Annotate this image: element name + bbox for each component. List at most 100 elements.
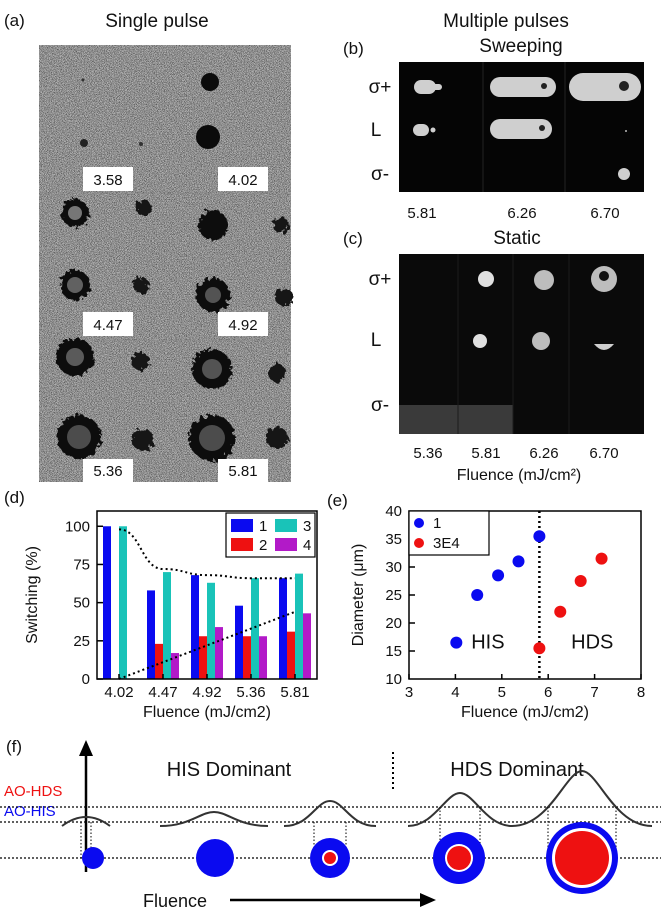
legend-label-2: 2 — [259, 537, 267, 554]
panel-c-row-linear: L — [371, 330, 382, 351]
x-tick-label: 4.47 — [148, 684, 177, 701]
panel-a-image — [39, 45, 293, 482]
panel-b-fluence-1: 5.81 — [407, 205, 436, 222]
point-series-3E4 — [533, 642, 546, 655]
x-tick-label: 6 — [544, 684, 552, 701]
bar-series-4 — [259, 636, 267, 679]
y-tick-label: 25 — [73, 633, 90, 650]
trend-line-2 — [118, 610, 296, 680]
panel-b-row-sigma-minus: σ- — [371, 164, 389, 185]
x-tick-label: 5.36 — [236, 684, 265, 701]
panel-e-label: (e) — [327, 491, 348, 510]
legend-box — [408, 510, 490, 556]
legend-swatch-3 — [275, 519, 297, 532]
y-tick-label: 100 — [65, 518, 90, 535]
panel-b-fluence-3: 6.70 — [590, 205, 619, 222]
bar-series-2 — [155, 643, 163, 679]
bar-series-4 — [303, 613, 311, 679]
bar-series-2 — [287, 631, 295, 679]
panel-e-chart: 10 15 20 25 30 35 40 3 4 5 6 7 8 Fluence (mJ/cm2) Diam… — [350, 503, 645, 721]
legend-label-3E4: 3E4 — [433, 535, 460, 552]
point-series-1 — [533, 530, 546, 543]
panel-c-fluence-2: 5.81 — [471, 445, 500, 462]
panel-c-fluence-1: 5.36 — [413, 445, 442, 462]
x-tick-label: 4 — [451, 684, 459, 701]
x-tick-label: 5.81 — [280, 684, 309, 701]
point-series-1 — [492, 569, 505, 582]
y-axis-title: Diameter (μm) — [350, 544, 367, 647]
legend-swatch-4 — [275, 538, 297, 551]
panel-b-image — [399, 62, 644, 192]
panel-a-fluence-3: 4.47 — [93, 317, 122, 334]
region-label-his: HIS — [471, 632, 504, 654]
bar-series-1 — [279, 578, 287, 679]
point-series-1 — [471, 589, 484, 601]
bar-series-1 — [191, 575, 199, 679]
x-tick-label: 5 — [498, 684, 506, 701]
legend-marker-1 — [414, 518, 424, 528]
bar-series-3 — [163, 572, 171, 679]
panel-b-row-sigma-plus: σ+ — [369, 77, 392, 98]
x-tick-label: 3 — [405, 684, 413, 701]
bar-series-2 — [199, 636, 207, 679]
y-tick-label: 25 — [385, 587, 402, 604]
panel-a-fluence-2: 4.02 — [228, 172, 257, 189]
bar-series-3 — [251, 578, 259, 679]
up-arrow-icon — [79, 740, 93, 756]
panel-d-label: (d) — [4, 488, 25, 507]
panel-b-label: (b) — [343, 39, 364, 58]
fluence-label: Fluence — [143, 891, 207, 911]
panel-f-schematic: (f) HIS Dominant HDS Dominant AO-HDS AO-… — [0, 737, 661, 911]
panel-d-chart: 0 25 50 75 100 4.02 4.47 4.92 5.36 5.81 Fluence (m… — [24, 510, 318, 721]
bar-series-1 — [147, 590, 155, 679]
x-tick-label: 7 — [590, 684, 598, 701]
bar-series-3 — [119, 526, 127, 679]
panel-a-fluence-5: 5.36 — [93, 463, 122, 480]
y-tick-label: 0 — [82, 671, 90, 688]
point-series-1 — [512, 555, 525, 568]
legend-swatch-1 — [231, 519, 253, 532]
y-tick-label: 75 — [73, 556, 90, 573]
legend-label-1: 1 — [259, 518, 267, 535]
panel-c-label: (c) — [343, 229, 363, 248]
legend-label-3: 3 — [303, 518, 311, 535]
bar-series-1 — [103, 526, 111, 679]
y-axis-title: Switching (%) — [24, 546, 41, 644]
panel-b-row-linear: L — [371, 120, 382, 141]
legend-marker-3E4 — [414, 538, 424, 548]
panel-c-fluence-4: 6.70 — [589, 445, 618, 462]
point-series-1 — [450, 636, 463, 649]
panel-b-fluence-2: 6.26 — [507, 205, 536, 222]
his-dominant-label: HIS Dominant — [167, 759, 292, 781]
x-tick-label: 4.02 — [104, 684, 133, 701]
x-tick-label: 8 — [637, 684, 645, 701]
y-tick-label: 50 — [73, 595, 90, 612]
bar-series-3 — [207, 582, 215, 679]
domain-his-small — [82, 847, 104, 869]
panel-c-x-title: Fluence (mJ/cm²) — [457, 467, 581, 484]
y-tick-label: 20 — [385, 615, 402, 632]
panel-a-fluence-1: 3.58 — [93, 172, 122, 189]
panel-a-fluence-4: 4.92 — [228, 317, 257, 334]
x-axis-title: Fluence (mJ/cm2) — [143, 704, 271, 721]
bar-series-3 — [295, 573, 303, 679]
legend-label-4: 4 — [303, 537, 311, 554]
right-arrow-icon — [420, 893, 436, 907]
point-series-3E4 — [574, 575, 587, 587]
ao-hds-label: AO-HDS — [4, 783, 62, 800]
multiple-pulses-title: Multiple pulses — [443, 11, 569, 32]
panel-c-title: Static — [493, 228, 541, 249]
y-tick-label: 35 — [385, 531, 402, 548]
panel-b-title: Sweeping — [479, 36, 562, 57]
x-tick-label: 4.92 — [192, 684, 221, 701]
panel-c-image — [399, 254, 644, 434]
panel-c-row-sigma-plus: σ+ — [369, 269, 392, 290]
panel-f-label: (f) — [6, 737, 22, 756]
legend-swatch-2 — [231, 538, 253, 551]
domain-his-medium — [196, 839, 234, 877]
bar-series-1 — [235, 605, 243, 679]
point-series-3E4 — [595, 552, 608, 565]
legend-label-1: 1 — [433, 515, 441, 532]
y-tick-label: 15 — [385, 643, 402, 660]
